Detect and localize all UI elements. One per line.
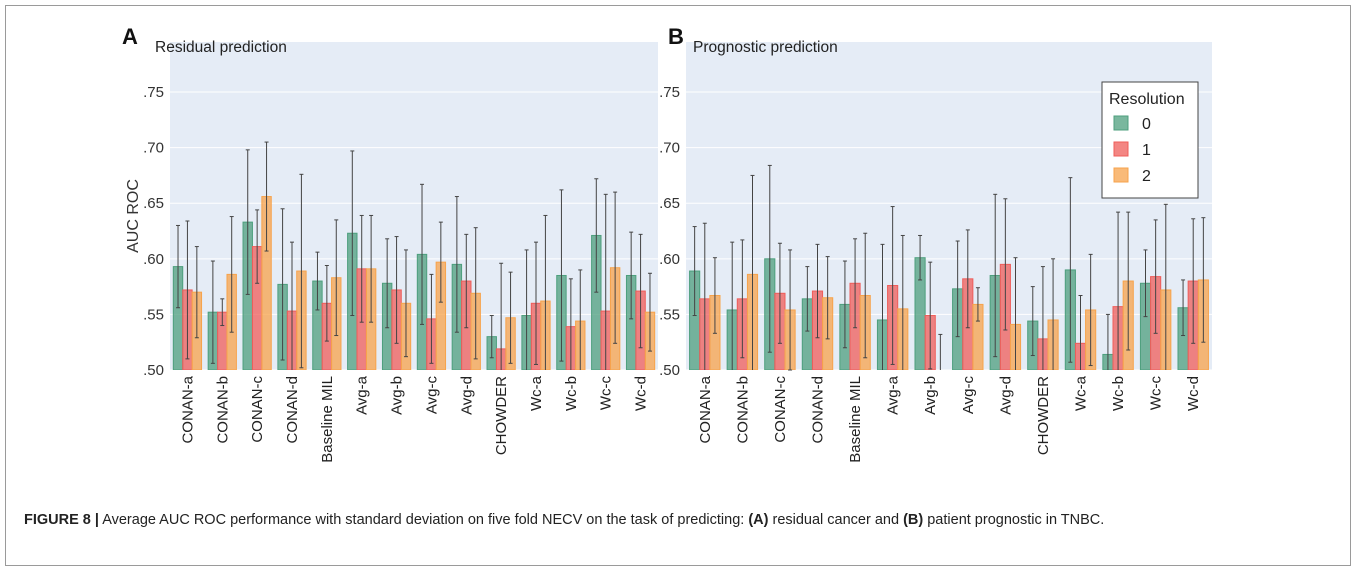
y-tick-label-b: .60 [659,251,680,268]
x-tick-label-a: Wc-a [528,375,545,411]
x-tick-label-b: Avg-d [997,376,1014,415]
legend-label: 0 [1142,116,1151,133]
legend-swatch [1113,115,1129,131]
x-tick-label-b: CHOWDER [1035,376,1052,455]
y-axis-label: AUC ROC [125,179,142,253]
caption-label-a: (A) [748,512,769,528]
x-tick-label-a: CONAN-b [214,376,231,444]
x-tick-label-a: CONAN-d [284,376,301,444]
y-tick-label-b: .55 [659,306,680,323]
x-tick-label-b: CONAN-c [772,376,789,443]
y-tick-label-b: .75 [659,84,680,101]
x-tick-label-a: Wc-b [563,376,580,411]
x-tick-label-a: Baseline MIL [319,376,336,463]
caption-label-b: (B) [903,512,924,528]
y-tick-label-b: .50 [659,362,680,379]
x-tick-label-b: Avg-a [885,375,902,415]
x-tick-label-b: Wc-c [1148,376,1165,411]
panel-title-a: Residual prediction [155,39,287,56]
y-tick-label-a: .60 [143,251,164,268]
caption-figure-label: FIGURE 8 | [24,512,99,528]
x-tick-label-b: Avg-b [922,376,939,415]
figure-chart-canvas: .50 .55 .60 .65 .70 .75 A Residual prediction AU… [122,24,1212,463]
y-tick-label-a: .65 [143,195,164,212]
caption-text-1: Average AUC ROC performance with standar… [98,512,749,528]
panel-title-b: Prognostic prediction [693,39,838,56]
x-tick-label-a: CONAN-c [249,376,266,443]
panel-letter-a: A [122,24,138,49]
x-tick-label-b: Avg-c [960,376,977,415]
x-tick-label-b: CONAN-a [697,375,714,443]
x-tick-label-b: CONAN-b [734,376,751,444]
x-tick-label-b: Wc-a [1073,375,1090,411]
caption-text-3: patient prognostic in TNBC. [923,512,1105,528]
caption-text-2: residual cancer and [768,512,904,528]
panel-letter-b: B [668,24,684,49]
legend-swatch [1113,167,1129,183]
x-tick-label-a: Wc-c [598,376,615,411]
x-tick-label-a: CHOWDER [493,376,510,455]
x-tick-label-a: Avg-d [458,376,475,415]
legend-title: Resolution [1109,91,1185,108]
figure-caption: FIGURE 8 | Average AUC ROC performance w… [24,510,1324,531]
x-tick-label-b: Baseline MIL [847,376,864,463]
legend-label: 1 [1142,142,1151,159]
legend-swatch [1113,141,1129,157]
legend-label: 2 [1142,168,1151,185]
y-tick-label-a: .75 [143,84,164,101]
x-tick-label-b: Wc-b [1110,376,1127,411]
x-tick-label-a: Avg-b [389,376,406,415]
x-tick-label-a: Wc-d [633,376,650,411]
x-tick-label-a: Avg-c [423,376,440,415]
y-tick-label-b: .70 [659,140,680,157]
x-tick-label-b: CONAN-d [810,376,827,444]
x-tick-label-b: Wc-d [1185,376,1202,411]
y-tick-label-b: .65 [659,195,680,212]
x-tick-label-a: CONAN-a [179,375,196,443]
y-tick-label-a: .70 [143,140,164,157]
y-tick-label-a: .50 [143,362,164,379]
y-tick-label-a: .55 [143,306,164,323]
x-tick-label-a: Avg-a [354,375,371,415]
